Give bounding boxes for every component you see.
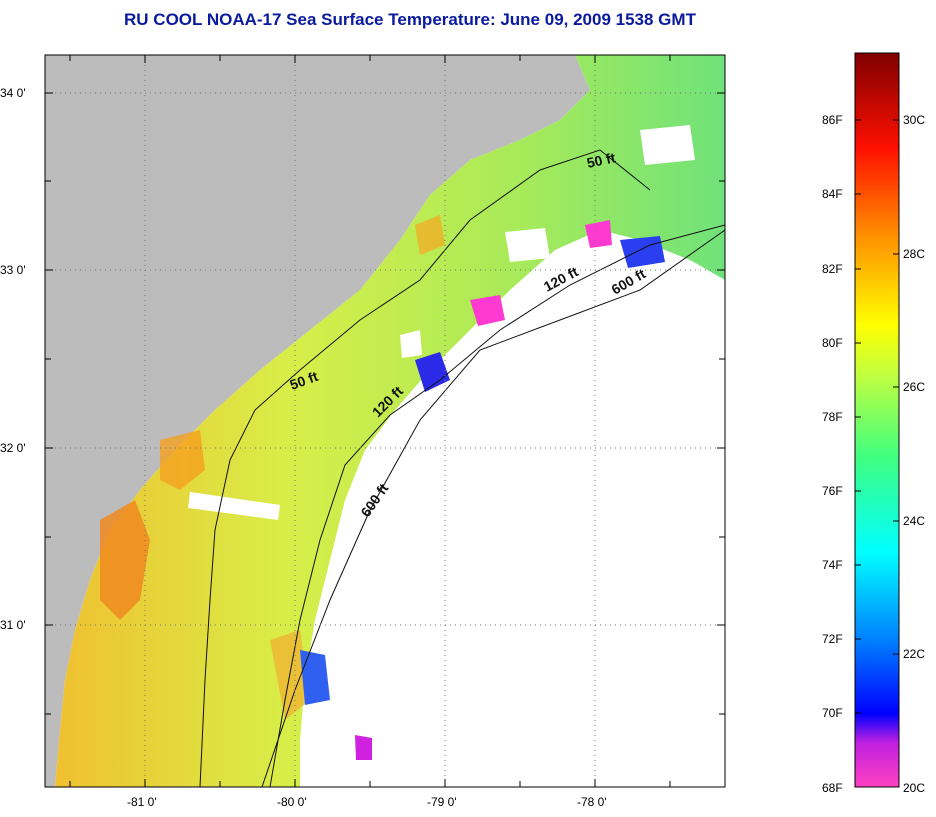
y-ticks — [45, 92, 725, 715]
contour-label-50ft-north: 50 ft — [585, 149, 617, 171]
contour-50ft — [199, 149, 651, 787]
y-tick-label: 31 0' — [0, 618, 26, 632]
x-tick-label: -79 0' — [427, 795, 457, 809]
sst-cool-patch-3 — [585, 220, 612, 248]
colorbar-f-label: 82F — [822, 262, 843, 276]
sst-map: 50 ft 50 ft 120 ft 120 ft 600 ft 600 ft … — [0, 54, 726, 809]
cloud-gap-1 — [188, 492, 280, 520]
colorbar-f-label: 72F — [822, 632, 843, 646]
colorbar: 86F 84F 82F 80F 78F 76F 74F 72F 70F 68F … — [822, 52, 925, 795]
x-ticks — [69, 55, 671, 787]
contour-600ft — [261, 229, 725, 787]
sst-warm-patch-sc — [415, 215, 445, 255]
colorbar-ticks — [855, 119, 899, 714]
page-title: RU COOL NOAA-17 Sea Surface Temperature:… — [124, 10, 696, 29]
sst-cool-patch-5 — [300, 650, 330, 705]
y-tick-label: 32 0' — [0, 441, 26, 455]
graticule — [45, 55, 725, 787]
colorbar-c-label: 20C — [903, 781, 925, 795]
colorbar-c-label: 30C — [903, 113, 925, 127]
colorbar-f-label: 68F — [822, 781, 843, 795]
x-tick-label: -78 0' — [577, 795, 607, 809]
colorbar-f-label: 74F — [822, 558, 843, 572]
colorbar-c-label: 22C — [903, 647, 925, 661]
sst-cool-patch-1 — [415, 352, 450, 392]
colorbar-c-label: 28C — [903, 247, 925, 261]
sst-cool-patch-6 — [355, 735, 372, 760]
cloud-gap-3 — [640, 125, 695, 165]
sst-warm-nearshore — [100, 500, 150, 620]
colorbar-c-label: 24C — [903, 514, 925, 528]
colorbar-f-label: 84F — [822, 187, 843, 201]
sst-cool-patch-2 — [470, 295, 505, 326]
x-tick-label: -81 0' — [127, 795, 157, 809]
colorbar-scale — [854, 52, 900, 788]
land-mass — [45, 55, 590, 787]
cloud-gap-2 — [505, 228, 550, 262]
sst-shelf-band — [55, 55, 725, 787]
colorbar-f-label: 70F — [822, 706, 843, 720]
y-tick-label: 34 0' — [0, 86, 26, 100]
map-frame — [44, 54, 726, 788]
colorbar-f-label: 78F — [822, 410, 843, 424]
y-tick-label: 33 0' — [0, 263, 26, 277]
colorbar-f-label: 76F — [822, 484, 843, 498]
cloud-gap-4 — [400, 330, 422, 358]
colorbar-f-label: 80F — [822, 336, 843, 350]
contour-120ft — [269, 224, 725, 787]
sst-warm-patch-ga — [160, 430, 205, 490]
x-tick-label: -80 0' — [277, 795, 307, 809]
colorbar-c-label: 26C — [903, 380, 925, 394]
colorbar-f-label: 86F — [822, 113, 843, 127]
